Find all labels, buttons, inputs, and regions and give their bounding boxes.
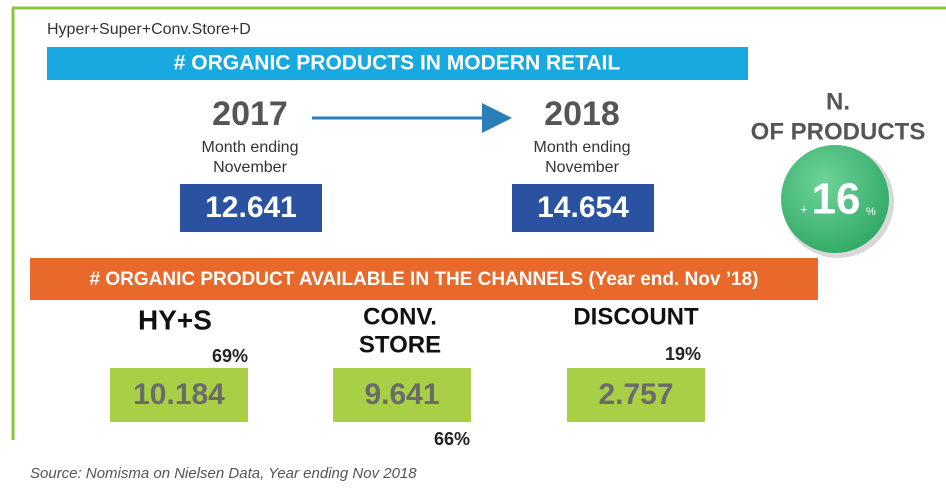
channel-name: DISCOUNT bbox=[573, 303, 699, 330]
growth-label: N. bbox=[826, 88, 850, 115]
year-value: 14.654 bbox=[537, 191, 629, 224]
source: Source: Nomisma on Nielsen Data, Year en… bbox=[30, 465, 417, 482]
growth-label: OF PRODUCTS bbox=[751, 118, 926, 145]
year: 2017 bbox=[212, 95, 288, 133]
period: Month ending bbox=[534, 139, 631, 156]
channel-box bbox=[567, 368, 705, 422]
banner-bg bbox=[47, 47, 748, 80]
channel-share: 69% bbox=[212, 346, 248, 366]
channel-share: 19% bbox=[665, 344, 701, 364]
value-box bbox=[512, 184, 654, 232]
growth-sign: + bbox=[800, 201, 808, 216]
channel-name: STORE bbox=[359, 331, 441, 358]
growth-circle bbox=[781, 145, 889, 253]
channels-banner: # ORGANIC PRODUCT AVAILABLE IN THE CHANN… bbox=[90, 269, 759, 290]
channels: HY+S69% 10.184 CONV.STORE 66% 9.641 DISCOUNT 1… bbox=[110, 303, 705, 449]
channel-box bbox=[333, 368, 471, 422]
channel-value: 10.184 bbox=[133, 378, 225, 411]
channels-banner-bg bbox=[30, 258, 818, 300]
year-value: 12.641 bbox=[205, 191, 297, 224]
channel-value: 9.641 bbox=[364, 378, 439, 411]
period: Month ending bbox=[202, 139, 299, 156]
channel-value: 2.757 bbox=[598, 378, 673, 411]
growth-unit: % bbox=[866, 206, 876, 218]
year: 2018 bbox=[544, 95, 620, 133]
scope: Hyper+Super+Conv.Store+D bbox=[47, 21, 251, 38]
channel-name: HY+S bbox=[138, 304, 212, 335]
period: November bbox=[545, 159, 619, 176]
growth-value: 16 bbox=[812, 175, 861, 224]
banner-title: # ORGANIC PRODUCTS IN MODERN RETAIL bbox=[174, 52, 621, 75]
channel-share: 66% bbox=[434, 429, 470, 449]
value-box bbox=[180, 184, 322, 232]
channel-name: CONV. bbox=[363, 303, 437, 330]
years: 2017 Month ending November 12.641 2018 Month … bbox=[180, 95, 654, 232]
period: November bbox=[213, 159, 287, 176]
channel-box bbox=[110, 368, 248, 422]
